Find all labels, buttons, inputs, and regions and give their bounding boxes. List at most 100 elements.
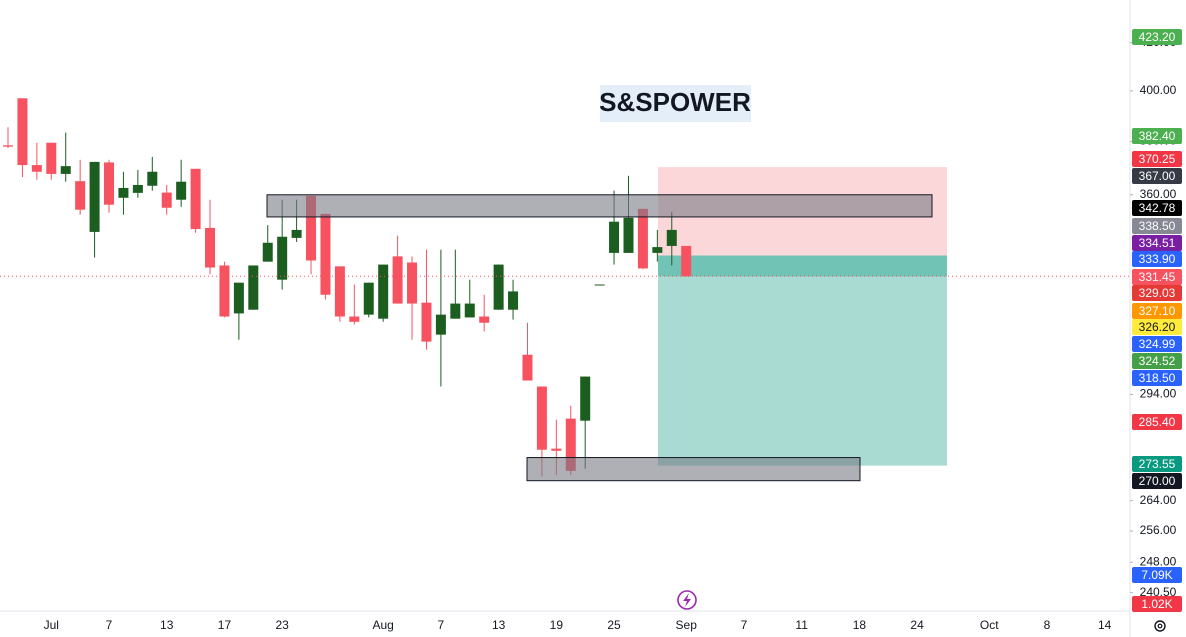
candle-body (349, 316, 360, 322)
price-tag (1132, 319, 1182, 335)
lightning-bolt (683, 593, 691, 607)
price-tag (1132, 567, 1182, 583)
candle-body (118, 187, 129, 198)
candle-body (681, 245, 692, 277)
x-tick-label: 7 (741, 618, 748, 632)
price-tag (1132, 235, 1182, 251)
x-tick-label: 14 (1098, 618, 1112, 632)
candle-body (493, 264, 504, 310)
x-tick-label: 17 (218, 618, 232, 632)
candle-body (666, 229, 677, 246)
price-tag-label: 367.00 (1139, 169, 1176, 183)
price-tag (1132, 218, 1182, 234)
price-tag (1132, 414, 1182, 430)
price-tag (1132, 151, 1182, 167)
x-tick-label: Sep (676, 618, 698, 632)
drawings-back (658, 167, 947, 466)
candle-body (536, 386, 547, 450)
lightning-icon[interactable] (677, 590, 697, 610)
candle-body (407, 262, 418, 304)
candle-body (479, 316, 490, 323)
candle-body (421, 302, 432, 342)
candle-body (262, 242, 273, 262)
target-area (658, 255, 947, 466)
price-tag-label: 333.90 (1139, 252, 1176, 266)
candles (0, 98, 1130, 477)
candle-body (291, 229, 302, 238)
candle-body (450, 303, 461, 319)
x-tick-label: 7 (106, 618, 113, 632)
open-pnl-area (658, 255, 947, 277)
candle-body (464, 303, 475, 318)
price-tag (1132, 303, 1182, 319)
price-tag-label: 342.78 (1139, 201, 1176, 215)
candle-body (89, 161, 100, 232)
x-tick-label: 19 (550, 618, 564, 632)
candle-body (190, 168, 201, 230)
candle-body (580, 376, 591, 421)
candle-body (219, 265, 230, 317)
candle-body (594, 284, 605, 286)
candle-body (60, 166, 71, 174)
candle-body (363, 282, 374, 315)
x-tick-label: Aug (373, 618, 394, 632)
price-tag-label: 334.51 (1139, 236, 1176, 250)
y-tick-label: 264.00 (1140, 493, 1177, 507)
price-tag (1132, 168, 1182, 184)
price-tag-label: 382.40 (1139, 129, 1176, 143)
price-tag (1132, 200, 1182, 216)
price-tag (1132, 473, 1182, 489)
candle-body (233, 282, 244, 314)
price-tag (1132, 336, 1182, 352)
candle-body (435, 314, 446, 335)
candle-body (132, 184, 143, 193)
price-tag (1132, 285, 1182, 301)
price-tag (1132, 596, 1182, 612)
price-tag-label: 318.50 (1139, 371, 1176, 385)
candle-body (31, 165, 42, 172)
title-box (600, 85, 751, 122)
axes: 420.00400.00380.00360.00294.00264.00256.… (44, 29, 1182, 632)
x-tick-label: 18 (853, 618, 867, 632)
price-tag-label: 326.20 (1139, 320, 1176, 334)
price-tag-label: 7.09K (1141, 568, 1172, 582)
candle-body (17, 98, 28, 166)
price-tag (1132, 456, 1182, 472)
price-tag (1132, 269, 1182, 285)
candle-body (205, 227, 216, 268)
x-tick-label: Jul (44, 618, 59, 632)
price-tag (1132, 251, 1182, 267)
settings-icon-core (1157, 623, 1163, 629)
settings-icon[interactable] (1154, 620, 1166, 632)
candle-body (623, 217, 634, 253)
candle-body (637, 208, 648, 269)
candle-body (176, 181, 187, 200)
y-tick-label: 248.00 (1140, 555, 1177, 569)
chart-title: S&SPOWER (599, 87, 751, 117)
candle-body (277, 236, 288, 280)
candle-body (334, 266, 345, 317)
drawings-front (266, 194, 933, 482)
candle-body (104, 162, 115, 205)
candle-body (565, 418, 576, 471)
y-tick-label: 294.00 (1140, 387, 1177, 401)
x-tick-label: 8 (1044, 618, 1051, 632)
candle-body (320, 213, 331, 295)
x-tick-label: 13 (160, 618, 174, 632)
price-tag-label: 1.02K (1141, 597, 1172, 611)
candle-body (306, 195, 317, 261)
x-tick-label: 25 (607, 618, 621, 632)
candle-body (75, 181, 86, 210)
x-tick-label: 13 (492, 618, 506, 632)
candle-body (652, 247, 663, 253)
candle-body (378, 264, 389, 319)
zone (526, 457, 861, 482)
candle-body (248, 265, 259, 310)
price-tag-label: 370.25 (1139, 152, 1176, 166)
y-tick-label: 360.00 (1140, 187, 1177, 201)
price-tag-label: 324.52 (1139, 354, 1176, 368)
candle-body (46, 142, 57, 174)
price-tag-label: 338.50 (1139, 219, 1176, 233)
